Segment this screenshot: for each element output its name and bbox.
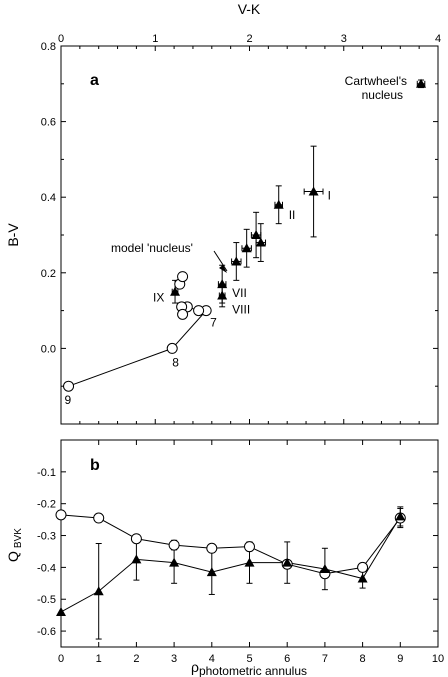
observed-q-point	[131, 554, 142, 564]
triangle-point	[416, 78, 427, 88]
triangle-point	[170, 286, 181, 296]
model-q-point	[357, 561, 369, 573]
panel-b-xtick-label: 3	[171, 653, 177, 665]
annulus-label-vii: VII	[232, 286, 247, 300]
panel-b-xtick-label: 1	[96, 653, 102, 665]
panel-b-ytick-label: -0.4	[37, 562, 56, 574]
panel-a-letter: a	[90, 72, 99, 89]
triangle-point	[251, 230, 262, 239]
panel-a-xtick-label: 4	[435, 33, 441, 45]
model-nucleus-arrow	[213, 250, 228, 272]
panel-b-ylabel-main: Q	[5, 551, 21, 562]
panel-a-xlabel: V-K	[238, 1, 261, 17]
panel-a-frame	[60, 45, 439, 425]
panel-b-xtick-label: 4	[209, 653, 215, 665]
panel-b-series-lines	[60, 514, 401, 613]
observed-q-point	[395, 511, 406, 521]
observed-q-point	[244, 557, 255, 567]
model-circle-point	[166, 342, 178, 354]
panel-b-xlabel: ρphotometric annulus	[191, 659, 307, 677]
panel-a-xtick-label: 2	[246, 33, 252, 45]
nucleus-label-line1: Cartwheel's	[345, 74, 407, 88]
panel-a-ytick-label: 0.4	[41, 192, 56, 204]
panel-a-ticks: 0 1 2 3 4 0.0 0.2 0.4 0.6 0.8	[41, 33, 441, 425]
triangle-point	[308, 186, 319, 196]
panel-b-ylabel-sub: BVK	[13, 528, 24, 548]
panel-a-xtick-label: 3	[341, 33, 347, 45]
observed-series-line	[60, 516, 401, 613]
triangle-point	[217, 290, 228, 300]
panel-b-ytick-label: -0.2	[37, 499, 56, 511]
observed-q-point	[206, 567, 217, 577]
annulus-label-9: 9	[65, 393, 72, 407]
model-series-line	[60, 514, 401, 575]
panel-a-xtick-label: 0	[58, 33, 64, 45]
panel-b-ylabel: Q BVK	[5, 528, 24, 562]
annulus-label-i: I	[328, 189, 331, 203]
panel-b-xtick-label: 10	[432, 653, 444, 665]
panel-b-letter: b	[90, 457, 100, 474]
panel-b-ytick-label: -0.6	[37, 626, 56, 638]
panel-b-xlabel-main: ρ	[191, 659, 199, 675]
panel-a-ylabel: B-V	[5, 223, 21, 247]
panel-a-ytick-label: 0.6	[41, 117, 56, 129]
observed-q-point	[319, 563, 330, 573]
model-circle-point	[193, 305, 205, 317]
model-circle-point	[177, 271, 189, 283]
observed-q-point	[93, 586, 104, 596]
triangle-point	[255, 237, 266, 247]
model-q-point	[168, 539, 180, 551]
panel-b-xlabel-sub: photometric annulus	[199, 664, 307, 677]
annulus-label-ii: II	[289, 208, 296, 222]
annulus-label-viii: VIII	[232, 302, 250, 316]
panel-a-ytick-label: 0.0	[41, 343, 56, 355]
model-nucleus-arrowhead	[219, 265, 227, 273]
observed-q-point	[282, 557, 293, 567]
model-q-point	[130, 533, 142, 545]
triangle-point	[273, 199, 284, 209]
model-q-point	[244, 541, 255, 553]
annulus-label-ix: IX	[153, 291, 164, 305]
panel-b-xtick-label: 7	[322, 653, 328, 665]
panel-b-marks	[55, 506, 406, 640]
panel-b-xtick-label: 8	[360, 653, 366, 665]
annulus-label-8: 8	[172, 355, 179, 369]
nucleus-label-line2: nucleus	[362, 88, 403, 102]
triangle-point	[241, 243, 252, 253]
model-q-point	[206, 542, 218, 554]
observed-q-point	[56, 606, 66, 616]
observed-q-point	[169, 557, 180, 567]
panel-b-xtick-label: 9	[397, 653, 403, 665]
observed-q-point	[357, 573, 368, 583]
annulus-label-7: 7	[210, 316, 217, 330]
panel-a-ytick-label: 0.8	[41, 41, 56, 53]
triangle-point	[231, 256, 242, 266]
panel-b-ticks: 0 1 2 3 4 5 6 7 8 9 10 -0.1 -0.2 -0.3 -0.4 -0.5 -0.6	[37, 440, 444, 665]
model-nucleus-label: model 'nucleus'	[111, 241, 193, 255]
panel-a-xtick-label: 1	[152, 33, 158, 45]
panel-b-ytick-label: -0.5	[37, 594, 56, 606]
panel-b-xtick-label: 0	[58, 653, 64, 665]
panel-b-ytick-label: -0.3	[37, 531, 56, 543]
model-circle-point	[63, 380, 75, 392]
panel-b-xtick-label: 2	[133, 653, 139, 665]
panel-b-xtick-label: 6	[284, 653, 290, 665]
panel-b-xtick-label: 5	[246, 653, 252, 665]
model-q-point	[55, 509, 67, 521]
panel-b-ytick-label: -0.1	[37, 467, 56, 479]
model-q-point	[93, 512, 105, 524]
model-circle-point	[177, 308, 189, 320]
panel-a-ytick-label: 0.2	[41, 268, 56, 280]
